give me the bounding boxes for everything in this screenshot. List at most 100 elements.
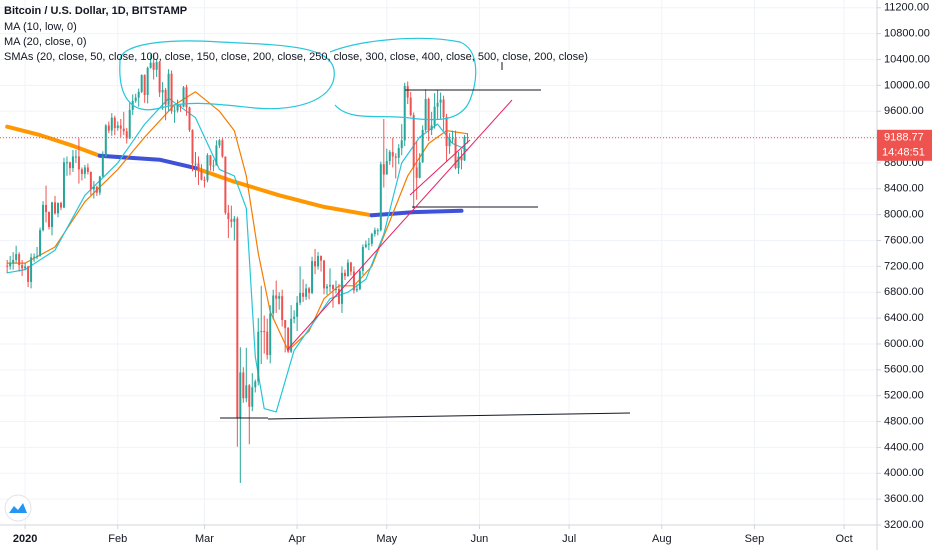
indicator-line [5, 124, 374, 218]
candle-body [433, 106, 436, 126]
candle-body [334, 289, 337, 291]
candle-body [254, 381, 257, 388]
legend-indicator: SMAs (20, close, 50, close, 100, close, … [4, 51, 588, 63]
candle-body [128, 109, 131, 139]
candle-body [299, 292, 302, 303]
y-tick-label: 6400.00 [884, 312, 924, 324]
candle-body [98, 176, 101, 193]
candle-body [83, 167, 86, 174]
x-tick-label: Feb [108, 533, 127, 545]
candle-body [466, 137, 469, 139]
candle-body [143, 75, 146, 96]
candle-body [346, 262, 349, 277]
candle-body [224, 156, 227, 213]
candle-body [287, 327, 290, 352]
candle-body [308, 288, 311, 293]
last-price-box [877, 129, 932, 161]
candle-body [451, 138, 454, 140]
y-tick-label: 5600.00 [884, 364, 924, 376]
candle-body [125, 131, 128, 139]
countdown-label: 14:48:51 [882, 147, 925, 159]
trend-line [286, 99, 513, 351]
candle-body [373, 230, 376, 235]
candle-body [110, 117, 113, 131]
trend-line [409, 139, 471, 196]
y-tick-label: 4800.00 [884, 415, 924, 427]
logo[interactable] [4, 494, 32, 522]
candle-body [146, 67, 149, 96]
candle-body [74, 156, 77, 158]
candle-body [361, 246, 364, 271]
candle-body [200, 170, 203, 180]
x-tick-label: Aug [652, 533, 672, 545]
candle-body [364, 244, 367, 247]
candle-body [215, 145, 218, 166]
plot-area [0, 53, 877, 483]
legend-indicator: MA (10, low, 0) [4, 21, 77, 33]
candle-body [424, 98, 427, 130]
y-tick-label: 8000.00 [884, 209, 924, 221]
candle-body [89, 171, 92, 190]
candle-body [355, 289, 358, 291]
candle-body [203, 179, 206, 181]
candle-body [236, 218, 239, 418]
candle-body [388, 151, 391, 161]
candle-body [439, 99, 442, 103]
candle-body [113, 117, 116, 129]
candle-body [391, 151, 394, 157]
candle-body [230, 219, 233, 222]
candle-body [269, 313, 272, 355]
y-tick-label: 10400.00 [884, 53, 930, 65]
y-tick-label: 7600.00 [884, 234, 924, 246]
candle-body [272, 295, 275, 314]
candle-body [331, 285, 334, 290]
y-tick-label: 6800.00 [884, 286, 924, 298]
candle-body [167, 73, 170, 105]
logo-circle [4, 494, 32, 522]
candle-body [209, 155, 212, 166]
y-tick-label: 10000.00 [884, 79, 930, 91]
candle-body [409, 97, 412, 116]
candle-body [430, 125, 433, 130]
y-tick-label: 5200.00 [884, 390, 924, 402]
x-tick-label: Jul [562, 533, 576, 545]
candle-body [421, 129, 424, 163]
candle-body [12, 259, 15, 264]
candle-body [140, 75, 143, 92]
candle-body [260, 331, 263, 333]
candle-body [358, 270, 361, 290]
candle-body [382, 164, 385, 175]
candle-body [212, 165, 215, 167]
indicator-line [6, 91, 469, 351]
grid [0, 0, 877, 526]
candle-body [152, 62, 155, 70]
y-tick-label: 8400.00 [884, 183, 924, 195]
y-tick-label: 10800.00 [884, 28, 930, 40]
candle-body [176, 105, 179, 111]
candle-body [370, 234, 373, 244]
axes: 3200.00 3600.00 4000.00 4400.00 4800.00 5200.… [13, 2, 932, 545]
trend-line [267, 412, 631, 420]
candle-body [463, 137, 466, 161]
candle-body [101, 156, 104, 177]
candle-body [30, 257, 33, 282]
candle-body [21, 265, 24, 269]
candle-body [206, 155, 209, 181]
candle-body [182, 87, 185, 107]
candle-body [170, 73, 173, 112]
candle-body [403, 85, 406, 141]
candle-body [86, 167, 89, 172]
candle-body [311, 261, 314, 293]
candle-body [39, 230, 42, 257]
candle-body [257, 331, 260, 382]
candle-body [164, 89, 167, 105]
candle-body [194, 163, 197, 165]
candle-body [296, 302, 299, 317]
candle-body [293, 316, 296, 319]
candle-body [197, 163, 200, 171]
candle-body [317, 256, 320, 267]
candle-body [326, 286, 329, 289]
candle-body [397, 148, 400, 158]
